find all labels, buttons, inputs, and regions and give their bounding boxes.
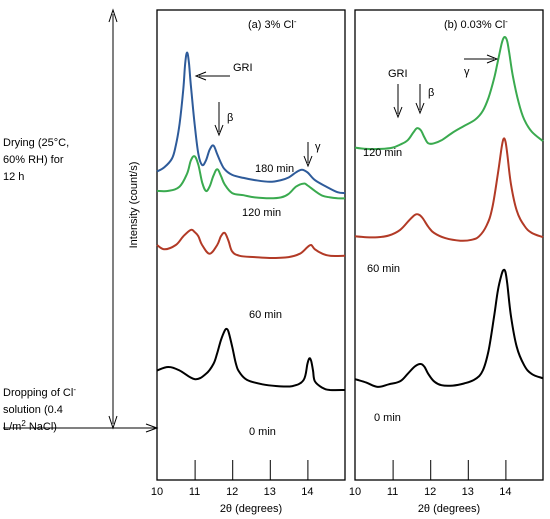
panel-a-beta-arrow-head: [214, 124, 224, 137]
dropping-label-line-2: solution (0.4: [3, 404, 63, 416]
panel-b-beta-arrow-head: [415, 102, 425, 115]
dropping-label-line-1: Dropping of Cl-: [3, 385, 76, 399]
panel-b-ticks: 10 11 12 13 14: [349, 460, 512, 498]
panel-a-label-180min: 180 min: [255, 163, 294, 175]
dropping-label-tail: NaCl): [26, 421, 57, 433]
panel-b-title: (b) 0.03% Cl-: [444, 17, 508, 31]
panel-a-label-120min: 120 min: [242, 207, 281, 219]
panel-a-ticks: 10 11 12 13 14: [151, 460, 314, 498]
panel-b-xtick-label-11: 11: [387, 486, 398, 498]
panel-a-xtick-label-14: 14: [301, 486, 313, 498]
panel-b-xtick-label-10: 10: [349, 486, 361, 498]
side-annotations: Drying (25°C, 60% RH) for 12 h Dropping …: [3, 8, 159, 433]
panel-b-gamma-label: γ: [464, 66, 470, 78]
panel-b-xtick-label-14: 14: [499, 486, 511, 498]
panel-b-label-120min: 120 min: [363, 147, 402, 159]
panel-b-series-120-min: [354, 36, 544, 151]
dropping-label-unit: L/m: [3, 421, 21, 433]
panel-a-label-0min: 0 min: [249, 426, 276, 438]
panel-a-xtick-label-11: 11: [189, 486, 200, 498]
panel-b-curves: [354, 36, 544, 388]
panel-a-beta-label: β: [227, 112, 233, 124]
panel-b-label-0min: 0 min: [374, 412, 401, 424]
panel-a-gamma-arrow-head: [303, 155, 313, 168]
panel-a-gamma-label: γ: [315, 141, 321, 153]
panel-b-label-60min: 60 min: [367, 263, 400, 275]
panel-a-series-120-min: [156, 155, 346, 200]
panel-b-series-0-min: [354, 268, 544, 388]
panel-b-gri-label: GRI: [388, 68, 408, 80]
panel-b-beta-label: β: [428, 87, 434, 99]
panel-a-xtick-label-10: 10: [151, 486, 163, 498]
panel-b-title-sup: -: [505, 17, 508, 26]
panel-a-ylabel: Intensity (count/s): [128, 162, 140, 249]
panel-a-series-0-min: [156, 327, 346, 392]
panel-a-frame: [156, 9, 346, 481]
panel-b: (b) 0.03% Cl- 10 11 12 13 14 2θ (degrees) GR…: [349, 9, 544, 515]
panel-a-title: (a) 3% Cl-: [248, 17, 297, 31]
drying-label-line-2: 60% RH) for: [3, 154, 64, 166]
drying-label-line-3: 12 h: [3, 171, 24, 183]
panel-b-frame: [354, 9, 544, 481]
panel-a-xtick-label-12: 12: [226, 486, 238, 498]
panel-b-title-text: (b) 0.03% Cl: [444, 19, 505, 31]
panel-b-xtick-label-12: 12: [424, 486, 436, 498]
dropping-label-line-3: L/m2 NaCl): [3, 419, 57, 433]
drying-label-line-1: Drying (25°C,: [3, 137, 69, 149]
dropping-label-sup-2: 2: [21, 419, 26, 428]
dropping-label-sup-minus: -: [73, 385, 76, 394]
panel-a-xtick-label-13: 13: [264, 486, 276, 498]
panel-a-curves: [156, 51, 346, 392]
panel-b-xtick-label-13: 13: [462, 486, 474, 498]
panel-a-title-text: (a) 3% Cl: [248, 19, 294, 31]
panel-a: (a) 3% Cl- Intensity (count/s) 10 11 12 13 1…: [128, 9, 346, 515]
panel-b-gri-arrow-head: [393, 106, 403, 119]
drying-arrow-top-head: [108, 8, 118, 23]
panel-a-series-60-min: [156, 228, 346, 259]
panel-a-gri-arrow-head: [194, 71, 207, 81]
panel-b-xlabel: 2θ (degrees): [418, 503, 480, 515]
dropping-label-text: Dropping of Cl: [3, 387, 73, 399]
panel-a-gri-label: GRI: [233, 62, 253, 74]
panel-a-series-180-min: [156, 51, 346, 195]
panel-a-title-sup: -: [294, 17, 297, 26]
panel-b-gamma-arrow-head: [486, 54, 499, 64]
panel-a-label-60min: 60 min: [249, 309, 282, 321]
panel-a-xlabel: 2θ (degrees): [220, 503, 282, 515]
panel-b-series-60-min: [354, 137, 544, 242]
